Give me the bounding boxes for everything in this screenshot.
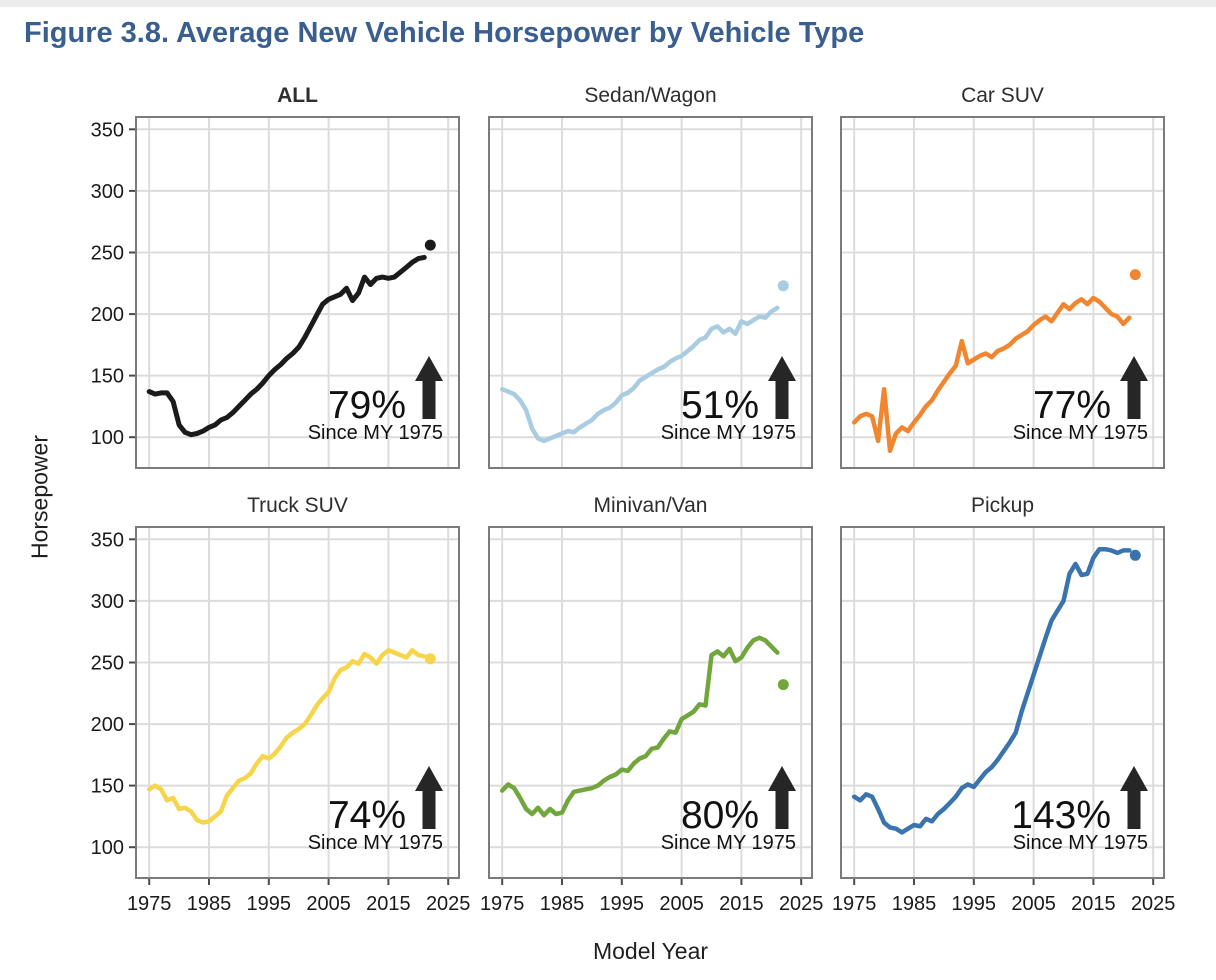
latest-year-dot-car-suv bbox=[1129, 269, 1141, 281]
annotation-sedan-wagon: 51% Since MY 1975 bbox=[661, 356, 796, 445]
since-label: Since MY 1975 bbox=[660, 422, 796, 444]
panel-border bbox=[135, 526, 460, 879]
up-arrow-icon bbox=[1120, 766, 1148, 829]
since-label: Since MY 1975 bbox=[1012, 832, 1148, 854]
panel-border bbox=[840, 116, 1165, 469]
annotation-minivan-van: 80% Since MY 1975 bbox=[661, 766, 796, 855]
panel-border bbox=[488, 116, 813, 469]
annotation-row: 79% bbox=[328, 356, 443, 425]
annotation-all: 79% Since MY 1975 bbox=[308, 356, 443, 445]
x-tick-label: 2005 bbox=[659, 893, 704, 915]
panel-border bbox=[488, 526, 813, 879]
panel-title-sedan-wagon: Sedan/Wagon bbox=[584, 84, 717, 107]
y-tick-label: 150 bbox=[91, 776, 124, 798]
panel-title-truck-suv: Truck SUV bbox=[247, 494, 348, 517]
y-tick-label: 100 bbox=[91, 427, 124, 449]
panel-truck-suv: 350 300 250 200 150 100 1975 1985 1995 2005 2015 20… bbox=[91, 526, 471, 915]
x-tick-label: 1995 bbox=[600, 893, 645, 915]
annotation-row: 143% bbox=[1011, 766, 1148, 835]
pct-change-label: 80% bbox=[680, 794, 759, 837]
page-top-strip bbox=[0, 0, 1216, 7]
x-tick-label: 1975 bbox=[832, 893, 877, 915]
panel-sedan-wagon bbox=[488, 116, 813, 469]
x-tick-label: 2005 bbox=[1011, 893, 1056, 915]
panel-border bbox=[135, 116, 460, 469]
x-tick-label: 2005 bbox=[306, 893, 351, 915]
up-arrow-icon bbox=[415, 356, 443, 419]
series-line-pickup bbox=[851, 546, 1132, 835]
x-tick-label: 1985 bbox=[540, 893, 585, 915]
panel-title-minivan-van: Minivan/Van bbox=[593, 494, 708, 517]
latest-year-dot-truck-suv bbox=[424, 653, 436, 665]
latest-year-dot-minivan-van bbox=[777, 679, 789, 691]
up-arrow-icon bbox=[768, 356, 796, 419]
panel-title-all: ALL bbox=[277, 84, 318, 107]
panel-border bbox=[840, 526, 1165, 879]
x-tick-label: 2025 bbox=[779, 893, 824, 915]
x-tick-label: 2015 bbox=[719, 893, 764, 915]
y-tick-label: 350 bbox=[91, 119, 124, 141]
x-tick-label: 1975 bbox=[480, 893, 525, 915]
since-label: Since MY 1975 bbox=[660, 832, 796, 854]
annotation-car-suv: 77% Since MY 1975 bbox=[1013, 356, 1148, 445]
pct-change-label: 77% bbox=[1032, 384, 1111, 427]
latest-year-dot-all bbox=[424, 239, 436, 251]
up-arrow-icon bbox=[415, 766, 443, 829]
y-tick-label: 300 bbox=[91, 181, 124, 203]
up-arrow-icon bbox=[768, 766, 796, 829]
y-tick-label: 250 bbox=[91, 653, 124, 675]
latest-year-dot-pickup bbox=[1129, 549, 1141, 561]
annotation-row: 80% bbox=[681, 766, 796, 835]
x-tick-label: 2015 bbox=[366, 893, 411, 915]
y-tick-label: 100 bbox=[91, 837, 124, 859]
pct-change-label: 143% bbox=[1011, 794, 1111, 837]
pct-change-label: 74% bbox=[327, 794, 406, 837]
annotation-truck-suv: 74% Since MY 1975 bbox=[308, 766, 443, 855]
series-line-all bbox=[146, 254, 427, 438]
annotation-pickup: 143% Since MY 1975 bbox=[1011, 766, 1148, 855]
panel-all: 350 300 250 200 150 100 bbox=[91, 116, 460, 469]
x-tick-label: 1975 bbox=[127, 893, 172, 915]
panel-car-suv bbox=[840, 116, 1165, 469]
y-tick-label: 150 bbox=[91, 366, 124, 388]
series-line-sedan-wagon bbox=[499, 305, 780, 444]
since-label: Since MY 1975 bbox=[307, 832, 443, 854]
x-tick-label: 1995 bbox=[247, 893, 292, 915]
x-tick-label: 1985 bbox=[187, 893, 232, 915]
panel-title-car-suv: Car SUV bbox=[961, 84, 1044, 107]
x-tick-label: 1985 bbox=[892, 893, 937, 915]
y-tick-label: 300 bbox=[91, 591, 124, 613]
annotation-row: 51% bbox=[681, 356, 796, 425]
pct-change-label: 51% bbox=[680, 384, 759, 427]
x-tick-label: 2025 bbox=[1131, 893, 1176, 915]
since-label: Since MY 1975 bbox=[307, 422, 443, 444]
pct-change-label: 79% bbox=[327, 384, 406, 427]
up-arrow-icon bbox=[1120, 356, 1148, 419]
y-tick-label: 200 bbox=[91, 714, 124, 736]
latest-year-dot-sedan-wagon bbox=[777, 280, 789, 292]
y-tick-label: 350 bbox=[91, 529, 124, 551]
series-line-minivan-van bbox=[499, 635, 780, 818]
figure-title: Figure 3.8. Average New Vehicle Horsepow… bbox=[24, 17, 865, 49]
series-line-truck-suv bbox=[146, 647, 427, 825]
x-tick-label: 2015 bbox=[1071, 893, 1116, 915]
panel-pickup: 1975 1985 1995 2005 2015 2025 bbox=[832, 526, 1176, 915]
x-axis-title: Model Year bbox=[592, 938, 709, 964]
annotation-row: 77% bbox=[1033, 356, 1148, 425]
series-line-car-suv bbox=[851, 295, 1132, 454]
y-tick-label: 200 bbox=[91, 304, 124, 326]
y-tick-label: 250 bbox=[91, 243, 124, 265]
x-tick-label: 1995 bbox=[952, 893, 997, 915]
annotation-row: 74% bbox=[328, 766, 443, 835]
panel-minivan-van: 1975 1985 1995 2005 2015 2025 bbox=[480, 526, 824, 915]
since-label: Since MY 1975 bbox=[1012, 422, 1148, 444]
panel-title-pickup: Pickup bbox=[970, 494, 1035, 517]
x-tick-label: 2025 bbox=[426, 893, 471, 915]
